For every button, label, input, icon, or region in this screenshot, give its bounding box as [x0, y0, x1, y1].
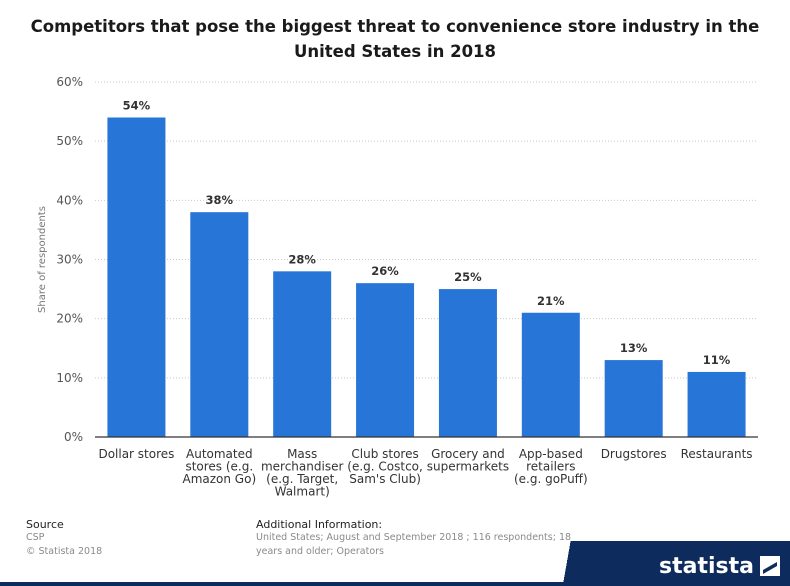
y-tick-label: 60% [56, 75, 83, 89]
x-tick-label-line: Sam's Club) [349, 472, 421, 486]
chart-title: Competitors that pose the biggest threat… [30, 17, 760, 61]
data-label: 13% [620, 341, 648, 355]
x-tick-label-line: (e.g. goPuff) [514, 472, 588, 486]
additional-info-label: Additional Information: [256, 518, 383, 531]
x-tick-label-line: Club stores [351, 447, 418, 461]
x-tick-label-line: Mass [287, 447, 317, 461]
x-tick-label-line: merchandiser [261, 460, 343, 474]
x-tick-label-line: Dollar stores [98, 447, 174, 461]
x-tick-label: Automated stores (e.g. Amazon Go) [182, 447, 256, 486]
x-tick-label: Club stores (e.g. Costco, Sam's Club) [347, 447, 423, 486]
data-label: 38% [206, 193, 234, 207]
bar [438, 289, 497, 437]
x-tick-label-line: (e.g. Costco, [347, 460, 423, 474]
x-tick-label-line: supermarkets [427, 460, 509, 474]
x-tick-label-line: Grocery and [431, 447, 505, 461]
x-tick-label-line: (e.g. Target, [266, 472, 338, 486]
x-tick-label: Grocery and supermarkets [427, 447, 509, 474]
source-line-2: © Statista 2018 [26, 546, 103, 557]
data-label: 28% [288, 252, 316, 266]
bar [604, 360, 663, 437]
data-label: 26% [371, 264, 399, 278]
x-tick-label: Mass merchandiser (e.g. Target, Walmart) [261, 447, 343, 499]
data-label: 11% [703, 353, 731, 367]
x-tick-label-line: Walmart) [275, 485, 330, 499]
bar-chart: 0% 10% 20% 30% 40% 50% 60% Share of respondents… [37, 75, 758, 499]
y-tick-label: 20% [56, 312, 83, 326]
x-tick-label-line: Restaurants [681, 447, 753, 461]
x-tick-label-line: Amazon Go) [182, 472, 256, 486]
x-tick-label: App-based retailers (e.g. goPuff) [514, 447, 588, 486]
brand-banner [530, 541, 790, 586]
additional-info-line-2: years and older; Operators [256, 546, 384, 557]
statista-logo-icon [760, 556, 780, 576]
x-tick-label-line: App-based [519, 447, 583, 461]
additional-info-line-1: United States; August and September 2018… [256, 532, 572, 543]
x-tick-label-line: Drugstores [601, 447, 667, 461]
x-tick-label-line: stores (e.g. [185, 460, 253, 474]
y-tick-label: 40% [56, 193, 83, 207]
bar [273, 271, 332, 437]
x-tick-label: Dollar stores [98, 447, 174, 461]
bottom-rule [0, 582, 790, 586]
y-tick-label: 30% [56, 253, 83, 267]
data-label: 25% [454, 270, 482, 284]
y-axis-title: Share of respondents [37, 206, 48, 313]
x-tick-label: Drugstores [601, 447, 667, 461]
x-tick-label-line: retailers [526, 460, 575, 474]
statista-logo[interactable]: statista [659, 553, 780, 579]
y-tick-label: 50% [56, 134, 83, 148]
statista-wordmark: statista [659, 553, 754, 579]
data-label: 21% [537, 294, 565, 308]
bar [687, 371, 746, 437]
source-line-1: CSP [26, 532, 45, 543]
bar [107, 117, 166, 437]
data-label: 54% [123, 99, 151, 113]
bar [356, 283, 415, 437]
bar [190, 212, 249, 437]
x-tick-label-line: Automated [186, 447, 253, 461]
y-tick-label: 0% [64, 430, 83, 444]
y-tick-label: 10% [56, 371, 83, 385]
bar [521, 312, 580, 437]
source-label: Source [26, 518, 64, 531]
x-tick-label: Restaurants [681, 447, 753, 461]
